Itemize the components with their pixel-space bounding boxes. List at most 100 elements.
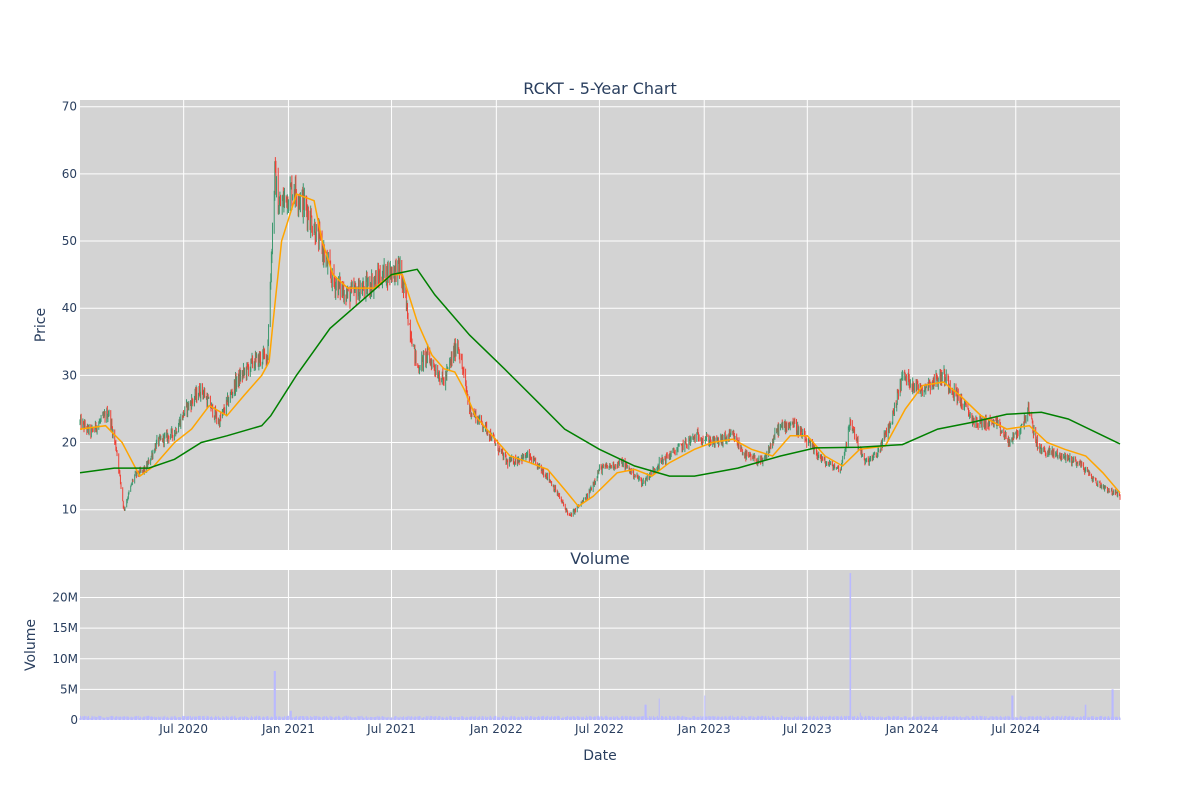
volume-bar <box>678 716 680 720</box>
volume-bar <box>948 716 950 720</box>
volume-bar <box>382 717 384 720</box>
volume-bar <box>179 717 181 720</box>
volume-bar <box>1092 715 1094 720</box>
volume-bar <box>570 716 572 720</box>
volume-bar <box>286 716 288 720</box>
volume-bar <box>1104 716 1106 720</box>
volume-bar <box>813 716 815 720</box>
volume-bar <box>283 715 285 720</box>
volume-bar <box>301 716 303 720</box>
volume-bar <box>1028 716 1030 720</box>
volume-bar <box>1084 715 1086 720</box>
volume-bar <box>166 717 168 720</box>
volume-bar <box>642 716 644 720</box>
volume-bar <box>1101 715 1103 720</box>
volume-bar <box>916 716 918 720</box>
volume-bar <box>254 716 256 720</box>
volume-bar <box>1118 716 1120 720</box>
volume-bar <box>956 716 958 720</box>
volume-bar <box>273 671 275 720</box>
volume-bar <box>381 716 383 720</box>
volume-bar <box>361 716 363 720</box>
volume-bar <box>171 717 173 720</box>
volume-bar <box>343 718 345 720</box>
volume-bar <box>143 717 145 720</box>
volume-bar <box>358 718 360 720</box>
volume-bar <box>294 717 296 720</box>
volume-bar <box>876 716 878 720</box>
volume-bar <box>921 717 923 720</box>
volume-bar <box>936 716 938 720</box>
volume-bar <box>1041 718 1043 720</box>
volume-bar <box>582 716 584 720</box>
volume-bar <box>995 716 997 720</box>
volume-bar <box>531 716 533 720</box>
ma-long-line <box>79 268 1121 477</box>
volume-bar <box>797 715 799 720</box>
volume-bar <box>506 717 508 720</box>
volume-bar <box>317 716 319 720</box>
volume-bar <box>706 716 708 720</box>
volume-bar <box>708 716 710 720</box>
volume-bar <box>892 715 894 720</box>
volume-bar <box>255 716 257 720</box>
volume-bar <box>1110 716 1112 720</box>
volume-bar <box>354 718 356 720</box>
volume-bar <box>1031 716 1033 720</box>
volume-bar <box>931 717 933 720</box>
volume-bar <box>793 717 795 720</box>
volume-bar <box>1005 716 1007 720</box>
volume-bar <box>544 717 546 720</box>
volume-bar <box>825 717 827 720</box>
volume-bar <box>975 718 977 720</box>
volume-bar <box>210 717 212 720</box>
volume-bar <box>768 717 770 720</box>
volume-bar <box>1049 718 1051 720</box>
volume-bar <box>1036 717 1038 720</box>
volume-bar <box>677 715 679 720</box>
volume-bar <box>900 717 902 720</box>
volume-bar <box>90 717 92 720</box>
volume-bar <box>1096 717 1098 720</box>
volume-bar <box>646 717 648 720</box>
volume-bar <box>425 715 427 720</box>
volume-bar <box>235 717 237 720</box>
volume-bar <box>474 716 476 720</box>
volume-bar <box>785 716 787 720</box>
volume-bar <box>661 715 663 720</box>
volume-bar <box>948 716 950 720</box>
volume-bar <box>1016 717 1018 720</box>
volume-bar <box>821 717 823 720</box>
volume-bar <box>83 716 85 720</box>
volume-bar <box>1044 717 1046 720</box>
volume-bar <box>239 717 241 720</box>
volume-bar <box>275 717 277 720</box>
volume-bar <box>1095 717 1097 720</box>
volume-bar <box>287 715 289 720</box>
volume-bar <box>421 717 423 720</box>
volume-bar <box>781 716 783 720</box>
volume-bar <box>702 716 704 720</box>
volume-bar <box>548 716 550 720</box>
volume-bar <box>1009 716 1011 720</box>
volume-bar <box>955 717 957 720</box>
volume-bar <box>1008 716 1010 720</box>
volume-bar <box>702 716 704 720</box>
volume-bar <box>700 718 702 720</box>
volume-bar <box>1051 716 1053 720</box>
volume-bar <box>577 716 579 720</box>
volume-bar <box>502 717 504 720</box>
volume-bar <box>367 716 369 720</box>
volume-y-tick-label: 15M <box>52 621 78 635</box>
volume-bar <box>825 716 827 720</box>
volume-bar <box>804 718 806 720</box>
volume-bar <box>960 717 962 720</box>
volume-bar <box>593 716 595 720</box>
volume-bar <box>410 717 412 720</box>
volume-bar <box>319 717 321 720</box>
volume-bar <box>1024 716 1026 720</box>
volume-bar <box>405 717 407 720</box>
volume-bar <box>126 716 128 720</box>
volume-bar <box>1077 716 1079 720</box>
